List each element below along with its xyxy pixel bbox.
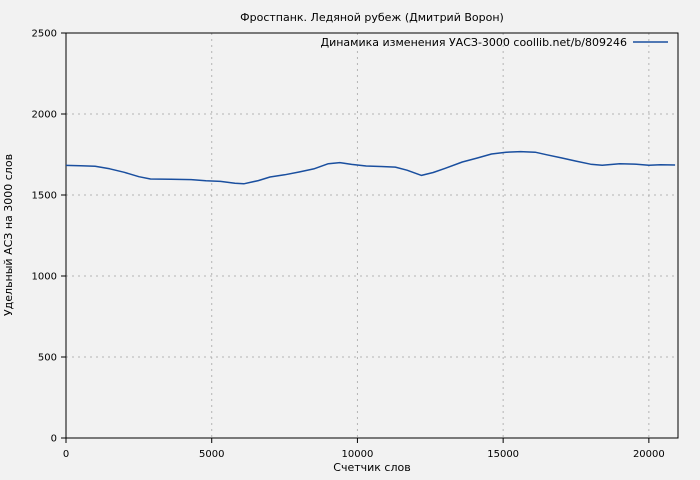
x-axis-label: Счетчик слов bbox=[333, 461, 410, 474]
x-tick-label: 5000 bbox=[199, 449, 224, 460]
data-series-line bbox=[65, 150, 676, 185]
grid-lines bbox=[66, 33, 678, 438]
y-tick-label: 2000 bbox=[32, 110, 57, 121]
x-tick-label: 15000 bbox=[487, 449, 519, 460]
y-axis-label: Удельный АСЗ на 3000 слов bbox=[2, 154, 15, 316]
x-tick-label: 20000 bbox=[633, 449, 665, 460]
y-tick-label: 2500 bbox=[32, 29, 57, 40]
y-tick-label: 1500 bbox=[32, 191, 57, 202]
y-tick-label: 0 bbox=[51, 434, 57, 445]
chart-title: Фростпанк. Ледяной рубеж (Дмитрий Ворон) bbox=[240, 11, 504, 24]
tick-labels: 0 5000 10000 15000 20000 0 500 1000 1500 2000 2500 bbox=[32, 29, 665, 461]
legend: Динамика изменения УАСЗ-3000 coollib.net… bbox=[321, 36, 668, 49]
y-tick-label: 500 bbox=[38, 353, 57, 364]
plot-area-border bbox=[65, 32, 679, 439]
x-tick-label: 0 bbox=[63, 449, 69, 460]
x-tick-label: 10000 bbox=[342, 449, 374, 460]
y-tick-label: 1000 bbox=[32, 272, 57, 283]
legend-label: Динамика изменения УАСЗ-3000 coollib.net… bbox=[321, 36, 628, 49]
axis-ticks bbox=[61, 32, 650, 443]
